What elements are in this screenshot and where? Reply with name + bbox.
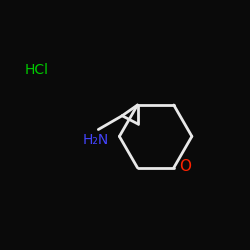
Text: H₂N: H₂N: [83, 133, 109, 147]
Text: HCl: HCl: [25, 63, 49, 77]
Text: O: O: [179, 159, 191, 174]
